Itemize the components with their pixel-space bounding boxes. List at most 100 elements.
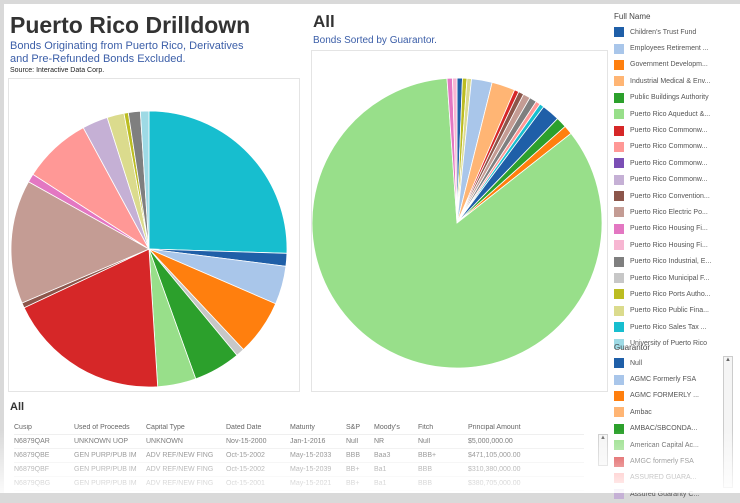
- legend-label: AGMC Formerly FSA: [630, 376, 697, 384]
- legend-swatch: [614, 240, 624, 251]
- table-title: All: [10, 401, 25, 413]
- legend-item[interactable]: Puerto Rico Public Fina...: [614, 303, 711, 319]
- left-chart-panel: [8, 78, 300, 392]
- legend-swatch: [614, 273, 624, 284]
- legend-label: Children's Trust Fund: [630, 28, 697, 36]
- legend-item[interactable]: Employees Retirement ...: [614, 40, 711, 56]
- legend-label: Ambac: [630, 408, 652, 416]
- legend-swatch: [614, 92, 624, 103]
- legend-item[interactable]: Puerto Rico Sales Tax ...: [614, 319, 711, 335]
- guarantor-pie-chart[interactable]: [311, 51, 607, 391]
- legend-item[interactable]: Puerto Rico Commonw...: [614, 172, 711, 188]
- legend-label: Puerto Rico Commonw...: [630, 159, 708, 167]
- legend-item[interactable]: Puerto Rico Electric Po...: [614, 204, 711, 220]
- legend-label: Puerto Rico Electric Po...: [630, 208, 708, 216]
- legend-item[interactable]: Null: [614, 355, 724, 371]
- pie-slice[interactable]: [311, 77, 603, 369]
- legend-label: Industrial Medical & Env...: [630, 77, 711, 85]
- legend-swatch: [614, 358, 624, 369]
- legend-label: Employees Retirement ...: [630, 45, 709, 53]
- legend-label: AGMC FORMERLY ...: [630, 392, 699, 400]
- legend-item[interactable]: Puerto Rico Housing Fi...: [614, 221, 711, 237]
- pie-slice[interactable]: [139, 110, 150, 250]
- legend-item[interactable]: AGMC FORMERLY ...: [614, 388, 724, 404]
- legend-item[interactable]: Puerto Rico Commonw...: [614, 155, 711, 171]
- legend-label: Puerto Rico Commonw...: [630, 127, 708, 135]
- legend-label: University of Puerto Rico: [630, 340, 708, 348]
- pie-slice[interactable]: [452, 77, 458, 224]
- legend-label: Puerto Rico Commonw...: [630, 143, 708, 151]
- source-note: Source: Interactive Data Corp.: [10, 67, 105, 74]
- page-subtitle: Bonds Originating from Puerto Rico, Deri…: [10, 40, 244, 65]
- full-name-legend: Full Name Children's Trust Fund Employees…: [614, 12, 711, 352]
- legend-label: AMBAC/SBCONDA...: [630, 425, 698, 433]
- legend-swatch: [614, 109, 624, 120]
- legend-title: Guarantor: [614, 343, 651, 352]
- legend-label: Puerto Rico Public Fina...: [630, 307, 709, 315]
- legend-item[interactable]: Puerto Rico Municipal F...: [614, 270, 711, 286]
- legend-swatch: [614, 125, 624, 136]
- legend-swatch: [614, 374, 624, 385]
- legend-swatch: [614, 407, 624, 418]
- right-chart-subtitle: Bonds Sorted by Guarantor.: [313, 35, 437, 46]
- legend-swatch: [614, 191, 624, 202]
- legend-swatch: [614, 59, 624, 70]
- legend-item[interactable]: Government Developm...: [614, 57, 711, 73]
- legend-item[interactable]: Puerto Rico Commonw...: [614, 122, 711, 138]
- legend-item[interactable]: Puerto Rico Convention...: [614, 188, 711, 204]
- legend-label: Puerto Rico Housing Fi...: [630, 225, 708, 233]
- legend-swatch: [614, 223, 624, 234]
- legend-item[interactable]: AMBAC/SBCONDA...: [614, 421, 724, 437]
- legend-item[interactable]: Children's Trust Fund: [614, 24, 711, 40]
- legend-swatch: [614, 256, 624, 267]
- column-header[interactable]: Capital Type: [146, 424, 185, 431]
- drilldown-pie-chart[interactable]: [9, 79, 299, 391]
- legend-swatch: [614, 27, 624, 38]
- column-header[interactable]: Used of Proceeds: [74, 424, 130, 431]
- legend-label: Puerto Rico Industrial, E...: [630, 258, 712, 266]
- right-chart-title: All: [313, 12, 335, 31]
- legend-item[interactable]: Ambac: [614, 404, 724, 420]
- legend-item[interactable]: University of Puerto Rico: [614, 335, 711, 351]
- legend-swatch: [614, 141, 624, 152]
- column-header[interactable]: Dated Date: [226, 424, 262, 431]
- legend-swatch: [614, 423, 624, 434]
- legend-label: Public Buildings Authority: [630, 94, 709, 102]
- legend-swatch: [614, 305, 624, 316]
- legend-item[interactable]: Puerto Rico Aqueduct &...: [614, 106, 711, 122]
- legend-swatch: [614, 207, 624, 218]
- legend-label: Puerto Rico Convention...: [630, 192, 710, 200]
- legend-item[interactable]: Industrial Medical & Env...: [614, 73, 711, 89]
- fade-overlay: [0, 430, 740, 493]
- legend-title: Full Name: [614, 12, 651, 21]
- legend-label: Puerto Rico Aqueduct &...: [630, 110, 711, 118]
- legend-item[interactable]: Puerto Rico Ports Autho...: [614, 286, 711, 302]
- column-header[interactable]: Fitch: [418, 424, 434, 431]
- legend-item[interactable]: Puerto Rico Industrial, E...: [614, 253, 711, 269]
- legend-swatch: [614, 322, 624, 333]
- legend-swatch: [614, 76, 624, 87]
- column-header[interactable]: Moody's: [374, 424, 400, 431]
- pie-slice[interactable]: [148, 110, 288, 254]
- legend-swatch: [614, 289, 624, 300]
- legend-item[interactable]: AGMC Formerly FSA: [614, 371, 724, 387]
- legend-item[interactable]: Public Buildings Authority: [614, 90, 711, 106]
- legend-swatch: [614, 43, 624, 54]
- column-header[interactable]: Cusip: [14, 424, 32, 431]
- legend-swatch: [614, 338, 624, 349]
- legend-label: Null: [630, 359, 643, 367]
- legend-label: Puerto Rico Sales Tax ...: [630, 323, 707, 331]
- column-header[interactable]: S&P: [346, 424, 361, 431]
- legend-label: Puerto Rico Commonw...: [630, 176, 708, 184]
- legend-label: Puerto Rico Municipal F...: [630, 274, 710, 282]
- legend-item[interactable]: Puerto Rico Housing Fi...: [614, 237, 711, 253]
- legend-swatch: [614, 390, 624, 401]
- legend-label: Puerto Rico Ports Autho...: [630, 290, 711, 298]
- legend-item[interactable]: Puerto Rico Commonw...: [614, 139, 711, 155]
- pie-slice[interactable]: [10, 181, 150, 304]
- column-header[interactable]: Principal Amount: [468, 424, 521, 431]
- pie-slice[interactable]: [23, 248, 159, 388]
- legend-swatch: [614, 158, 624, 169]
- legend-label: Puerto Rico Housing Fi...: [630, 241, 708, 249]
- column-header[interactable]: Maturity: [290, 424, 315, 431]
